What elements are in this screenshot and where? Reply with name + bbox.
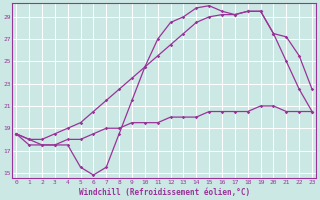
X-axis label: Windchill (Refroidissement éolien,°C): Windchill (Refroidissement éolien,°C) bbox=[79, 188, 250, 197]
